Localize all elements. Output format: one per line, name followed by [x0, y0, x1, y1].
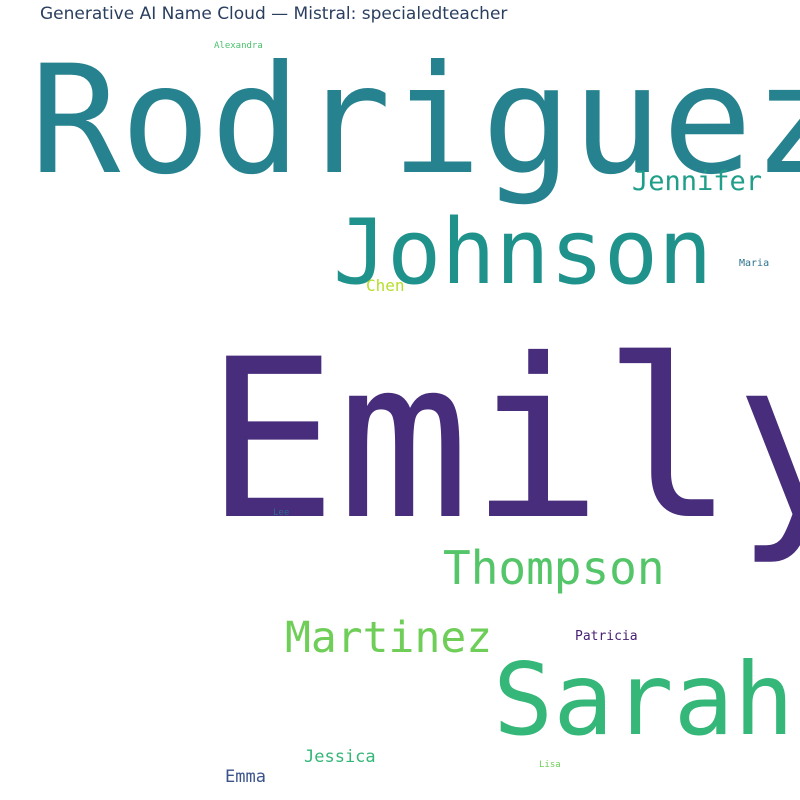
- word-lisa: Lisa: [539, 760, 561, 770]
- word-jessica: Jessica: [304, 747, 376, 767]
- chart-title: Generative AI Name Cloud — Mistral: spec…: [40, 4, 508, 24]
- word-emily: Emily: [205, 312, 800, 568]
- word-maria: Maria: [739, 258, 770, 269]
- word-rodriguez: Rodriguez: [30, 34, 800, 208]
- word-alexandra: Alexandra: [214, 41, 263, 51]
- word-lee: Lee: [273, 508, 290, 518]
- word-emma: Emma: [225, 767, 266, 787]
- word-thompson: Thompson: [443, 541, 665, 595]
- word-sarah: Sarah: [493, 641, 795, 758]
- word-chen: Chen: [366, 276, 405, 295]
- word-jennifer: Jennifer: [632, 166, 763, 197]
- word-patricia: Patricia: [575, 629, 638, 644]
- word-martinez: Martinez: [285, 613, 493, 663]
- word-johnson: Johnson: [333, 200, 713, 305]
